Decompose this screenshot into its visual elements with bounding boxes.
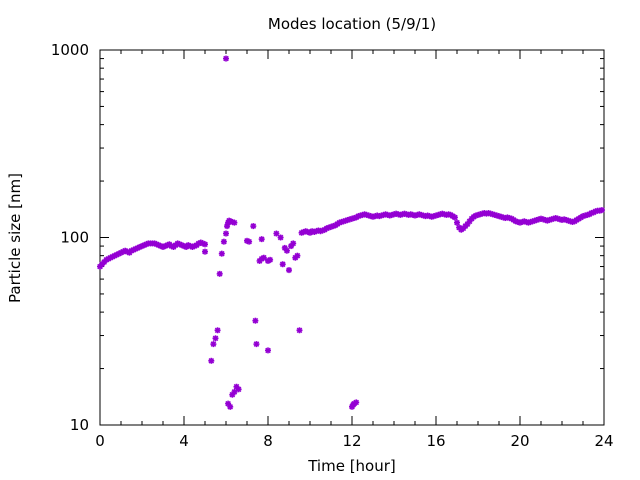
- data-point: [353, 399, 360, 406]
- y-tick-label: 10: [70, 416, 89, 434]
- x-tick-label: 0: [95, 432, 105, 450]
- data-point: [223, 230, 229, 237]
- data-points: [97, 55, 605, 410]
- y-tick-labels: 10 100 1000: [51, 41, 89, 434]
- data-point: [250, 223, 257, 230]
- data-point: [227, 403, 234, 410]
- data-point: [208, 357, 215, 364]
- data-point: [231, 388, 238, 395]
- x-tick-label: 16: [426, 432, 445, 450]
- x-tick-label: 24: [594, 432, 613, 450]
- data-point: [286, 267, 292, 274]
- data-point: [279, 261, 286, 268]
- data-point: [223, 55, 229, 62]
- y-tick-label: 1000: [51, 41, 89, 59]
- data-point: [246, 238, 253, 245]
- data-point: [454, 219, 460, 226]
- data-point: [253, 341, 260, 348]
- x-tick-label: 20: [510, 432, 529, 450]
- data-point: [283, 247, 290, 254]
- plot-frame: [99, 49, 605, 426]
- data-point: [273, 230, 280, 237]
- chart-title: Modes location (5/9/1): [268, 15, 436, 33]
- axis-ticks: [99, 49, 605, 426]
- x-tick-label: 8: [263, 432, 273, 450]
- data-point: [294, 252, 301, 259]
- data-point: [202, 248, 208, 255]
- data-point: [598, 207, 605, 214]
- data-point: [267, 256, 274, 263]
- data-point: [265, 347, 271, 354]
- data-point: [231, 219, 238, 226]
- x-tick-label: 12: [342, 432, 361, 450]
- data-point: [258, 236, 265, 243]
- data-point: [202, 241, 208, 248]
- data-point: [277, 234, 284, 241]
- data-point: [235, 386, 242, 393]
- data-point: [212, 335, 219, 342]
- y-axis-label: Particle size [nm]: [6, 173, 24, 303]
- data-point: [296, 327, 303, 334]
- x-tick-label: 4: [179, 432, 189, 450]
- y-tick-label: 100: [60, 229, 89, 247]
- data-point: [214, 327, 221, 334]
- data-point: [210, 341, 217, 348]
- data-point: [216, 270, 223, 277]
- data-point: [451, 214, 458, 221]
- x-tick-labels: 0 4 8 12 16 20 24: [95, 432, 613, 450]
- data-point: [290, 240, 297, 247]
- x-axis-label: Time [hour]: [307, 457, 396, 475]
- data-point: [218, 250, 225, 257]
- data-point: [252, 317, 259, 324]
- data-point: [220, 238, 227, 245]
